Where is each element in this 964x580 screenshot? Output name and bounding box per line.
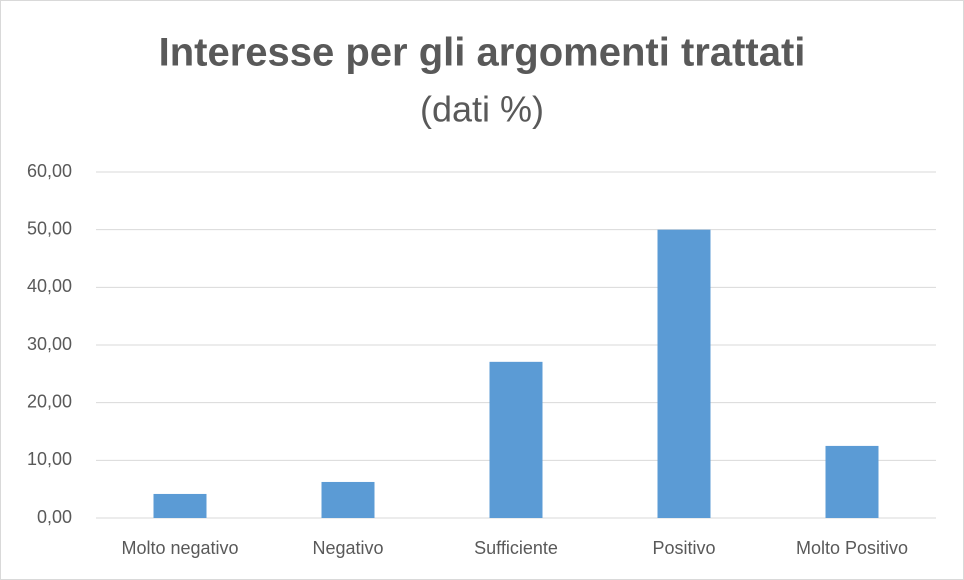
y-tick-label: 20,00 [27, 391, 72, 411]
y-tick-label: 50,00 [27, 218, 72, 238]
chart-title: Interesse per gli argomenti trattati [159, 31, 806, 75]
y-tick-label: 30,00 [27, 334, 72, 354]
bar [657, 229, 711, 518]
bar [153, 493, 207, 518]
x-tick-label: Sufficiente [474, 538, 558, 558]
x-tick-label: Negativo [312, 538, 383, 558]
x-tick-label: Molto Positivo [796, 538, 908, 558]
chart-subtitle: (dati %) [420, 89, 544, 130]
bar [489, 361, 543, 518]
x-tick-label: Positivo [652, 538, 715, 558]
bar [321, 481, 375, 518]
y-tick-label: 10,00 [27, 449, 72, 469]
bar [825, 445, 879, 518]
y-tick-label: 40,00 [27, 276, 72, 296]
y-tick-label: 0,00 [37, 507, 72, 527]
y-tick-label: 60,00 [27, 161, 72, 181]
x-tick-label: Molto negativo [121, 538, 238, 558]
